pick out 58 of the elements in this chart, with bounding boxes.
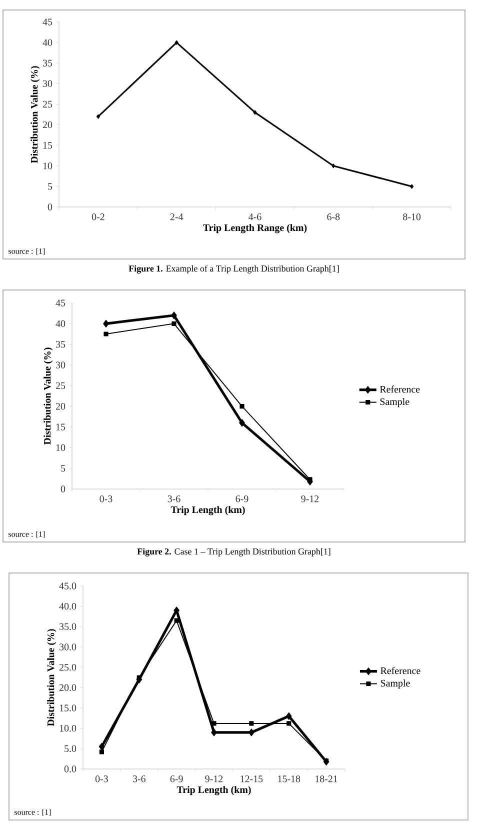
y-tick-label: 0: [60, 486, 66, 492]
x-axis-title: Trip Length (km): [176, 786, 251, 796]
x-tick-label: 12-15: [240, 776, 263, 782]
y-tick-label: 5.0: [64, 745, 76, 752]
y-tick-label: 30: [43, 80, 52, 88]
y-tick-label: 25: [42, 100, 52, 108]
y-axis-title: Distribution Value (%): [44, 348, 53, 445]
y-tick-label: 20: [42, 121, 52, 128]
y-axis-title: Distribution Value (%): [47, 629, 56, 726]
text: Figure 1. Example of a Trip Length Distribution Graph[1]: [128, 265, 339, 274]
x-tick-label: 9-12: [205, 776, 223, 782]
y-tick-label: 30.0: [60, 644, 76, 650]
y-tick-label: 15: [56, 424, 66, 430]
x-tick-label: 0-3: [95, 776, 108, 782]
x-tick-label: 6-9: [170, 776, 183, 782]
y-tick-label: 25.0: [59, 664, 76, 671]
y-tick-label: 15: [43, 142, 52, 149]
y-tick-label: 10: [56, 444, 66, 452]
x-tick-label: 15-18: [278, 776, 300, 782]
text: Figure 2. Case 1 – Trip Length Distribution Graph[1]: [137, 548, 330, 556]
y-tick-label: 15.0: [60, 704, 76, 712]
y-tick-label: 10.0: [60, 724, 76, 732]
y-tick-label: 35.0: [60, 623, 76, 630]
legend-label: Sample: [380, 680, 410, 689]
y-tick-label: 40.0: [59, 602, 76, 610]
x-axis-title: Trip Length Range (km): [203, 224, 307, 234]
y-tick-label: 25: [56, 382, 66, 390]
x-tick-label: 0-3: [100, 496, 112, 502]
x-tick-label: 8-10: [403, 214, 421, 220]
y-tick-label: 10: [43, 162, 52, 170]
y-tick-label: 5: [61, 465, 66, 472]
y-tick-label: 30: [56, 362, 66, 368]
legend-label: Reference: [380, 667, 420, 674]
y-axis-title: Distribution Value (%): [30, 66, 40, 164]
x-tick-label: 2-4: [170, 214, 184, 220]
y-tick-label: 45: [42, 18, 52, 26]
x-tick-label: 3-6: [168, 496, 180, 502]
x-tick-label: 0-2: [92, 214, 104, 220]
x-tick-label: 18-21: [316, 776, 338, 782]
y-tick-label: 40: [56, 320, 66, 328]
y-tick-label: 45: [56, 300, 66, 306]
y-tick-label: 5: [48, 183, 52, 190]
y-tick-label: 0: [48, 204, 52, 210]
x-tick-label: 9-12: [301, 496, 319, 502]
y-tick-label: 20.0: [59, 684, 76, 692]
x-tick-label: 4-6: [248, 214, 262, 220]
legend-label: Reference: [380, 386, 420, 393]
x-axis-title: Trip Length (km): [170, 506, 245, 516]
y-tick-label: 0.0: [64, 766, 76, 772]
x-tick-label: 3-6: [132, 776, 146, 782]
legend-label: Sample: [380, 398, 410, 408]
y-tick-label: 35: [43, 60, 52, 66]
x-tick-label: 6-9: [236, 496, 248, 502]
y-tick-label: 40: [42, 39, 52, 46]
y-tick-label: 35: [56, 340, 66, 348]
y-tick-label: 20: [56, 402, 66, 410]
x-tick-label: 6-8: [327, 214, 340, 220]
y-tick-label: 45.0: [59, 582, 76, 590]
